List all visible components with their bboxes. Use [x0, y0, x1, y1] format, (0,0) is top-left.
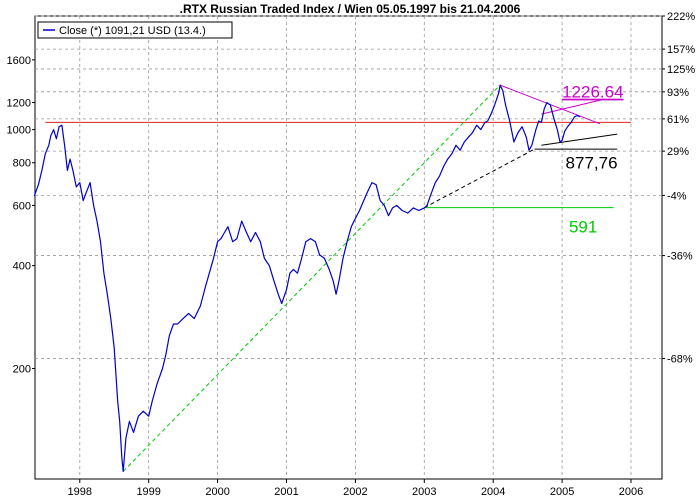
y-tick-label-right: 222%: [667, 11, 695, 23]
annotation-label: 591: [569, 218, 597, 237]
x-tick-label: 2004: [481, 486, 505, 498]
close-series-line: [33, 84, 581, 472]
y-tick-label-right: 157%: [667, 44, 695, 56]
series-layer: [33, 84, 581, 472]
annotation-label: 877,76: [566, 153, 618, 172]
x-tick-label: 1998: [68, 486, 92, 498]
x-tick-label: 2002: [343, 486, 367, 498]
legend-entry: Close (*) 1091,21 USD (13.4.): [59, 25, 206, 37]
x-tick-label: 2001: [274, 486, 298, 498]
legend: Close (*) 1091,21 USD (13.4.): [37, 21, 233, 39]
y-tick-label-left: 800: [13, 158, 31, 170]
reference-line: [122, 84, 501, 472]
y-tick-label-right: 93%: [667, 87, 689, 99]
y-tick-label-left: 1200: [7, 98, 31, 110]
x-tick-label: 2003: [412, 486, 436, 498]
y-tick-label-left: 400: [13, 261, 31, 273]
y-tick-label-right: -68%: [667, 353, 693, 365]
x-tick-label: 2000: [205, 486, 229, 498]
chart-title: .RTX Russian Traded Index / Wien 05.05.1…: [180, 2, 521, 16]
legend-box: [37, 21, 233, 39]
y-axis-left-ticks: 200 400 600 800 1000 1200 1600: [7, 55, 35, 376]
y-tick-label-left: 1000: [7, 125, 31, 137]
y-tick-label-left: 200: [13, 364, 31, 376]
y-tick-label-right: 61%: [667, 114, 689, 126]
x-tick-label: 2005: [550, 486, 574, 498]
y-tick-label-left: 600: [13, 200, 31, 212]
annotation-label: 1226.64: [562, 83, 623, 102]
y-tick-label-left: 1600: [7, 55, 31, 67]
y-axis-right-ticks: 222% 157% 125% 93% 61% 29% -4% -36% -68%: [662, 11, 695, 365]
y-tick-label-right: 125%: [667, 64, 695, 76]
grid: [35, 15, 662, 479]
x-axis-ticks: 1998 1999 2000 2001 2002 2003 2004 2005 2006: [68, 479, 643, 498]
plot-area: [34, 15, 663, 480]
reference-line: [541, 133, 618, 146]
x-tick-label: 1999: [136, 486, 160, 498]
y-tick-label-right: -36%: [667, 251, 693, 263]
y-tick-label-right: -4%: [667, 190, 687, 202]
x-tick-label: 2006: [619, 486, 643, 498]
annotations: 1226.64 877,76 591: [562, 83, 623, 237]
y-tick-label-right: 29%: [667, 146, 689, 158]
